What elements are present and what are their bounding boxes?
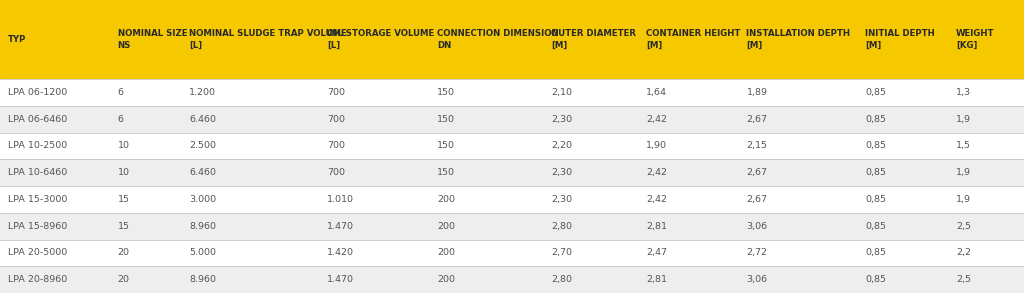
Text: 1.470: 1.470	[328, 222, 354, 231]
Text: CONNECTION DIMENSION
DN: CONNECTION DIMENSION DN	[437, 29, 558, 50]
Bar	[0, 266, 1024, 293]
Bar	[0, 79, 1024, 106]
Text: 0,85: 0,85	[865, 222, 887, 231]
Text: 0,85: 0,85	[865, 168, 887, 177]
Text: 1,9: 1,9	[956, 195, 971, 204]
Text: 700: 700	[328, 168, 345, 177]
Text: 200: 200	[437, 275, 455, 284]
Text: LPA 10-2500: LPA 10-2500	[8, 142, 68, 150]
Bar	[0, 0, 1024, 79]
Text: INSTALLATION DEPTH
[M]: INSTALLATION DEPTH [M]	[746, 29, 850, 50]
Text: 1.420: 1.420	[328, 248, 354, 257]
Text: 2,67: 2,67	[746, 195, 767, 204]
Text: 2,20: 2,20	[551, 142, 572, 150]
Text: 2,30: 2,30	[551, 195, 572, 204]
Text: 6.460: 6.460	[189, 115, 216, 124]
Text: NOMINAL SLUDGE TRAP VOLUME
[L]: NOMINAL SLUDGE TRAP VOLUME [L]	[189, 29, 347, 50]
Text: 3.000: 3.000	[189, 195, 216, 204]
Text: INITIAL DEPTH
[M]: INITIAL DEPTH [M]	[865, 29, 935, 50]
Text: LPA 15-3000: LPA 15-3000	[8, 195, 68, 204]
Text: LPA 20-8960: LPA 20-8960	[8, 275, 68, 284]
Text: 0,85: 0,85	[865, 142, 887, 150]
Text: 700: 700	[328, 88, 345, 97]
Text: 150: 150	[437, 142, 455, 150]
Text: 2,30: 2,30	[551, 168, 572, 177]
Text: 150: 150	[437, 88, 455, 97]
Text: 15: 15	[118, 222, 130, 231]
Bar	[0, 159, 1024, 186]
Text: 0,85: 0,85	[865, 195, 887, 204]
Text: 1,89: 1,89	[746, 88, 767, 97]
Text: 1,5: 1,5	[956, 142, 971, 150]
Text: 20: 20	[118, 275, 130, 284]
Text: 1,3: 1,3	[956, 88, 971, 97]
Text: 0,85: 0,85	[865, 248, 887, 257]
Text: 2,5: 2,5	[956, 222, 971, 231]
Text: 200: 200	[437, 195, 455, 204]
Text: 150: 150	[437, 168, 455, 177]
Text: 2,30: 2,30	[551, 115, 572, 124]
Text: 0,85: 0,85	[865, 88, 887, 97]
Text: 15: 15	[118, 195, 130, 204]
Text: 1,9: 1,9	[956, 115, 971, 124]
Text: 2,67: 2,67	[746, 168, 767, 177]
Bar	[0, 186, 1024, 213]
Text: 2,42: 2,42	[646, 195, 668, 204]
Text: 2,42: 2,42	[646, 115, 668, 124]
Text: LPA 10-6460: LPA 10-6460	[8, 168, 68, 177]
Text: 6: 6	[118, 115, 124, 124]
Text: 0,85: 0,85	[865, 275, 887, 284]
Text: 1,90: 1,90	[646, 142, 668, 150]
Text: 1.200: 1.200	[189, 88, 216, 97]
Text: 2,15: 2,15	[746, 142, 767, 150]
Text: 3,06: 3,06	[746, 275, 768, 284]
Text: WEIGHT
[KG]: WEIGHT [KG]	[956, 29, 994, 50]
Text: 700: 700	[328, 142, 345, 150]
Text: LPA 06-6460: LPA 06-6460	[8, 115, 68, 124]
Text: 200: 200	[437, 222, 455, 231]
Text: 1,9: 1,9	[956, 168, 971, 177]
Text: 20: 20	[118, 248, 130, 257]
Text: 2,42: 2,42	[646, 168, 668, 177]
Bar	[0, 106, 1024, 133]
Text: 2,81: 2,81	[646, 222, 668, 231]
Text: 2,10: 2,10	[551, 88, 572, 97]
Text: OIL STORAGE VOLUME
[L]: OIL STORAGE VOLUME [L]	[328, 29, 434, 50]
Text: 1.010: 1.010	[328, 195, 354, 204]
Bar	[0, 132, 1024, 159]
Text: 10: 10	[118, 168, 130, 177]
Text: LPA 20-5000: LPA 20-5000	[8, 248, 68, 257]
Text: TYP: TYP	[8, 35, 27, 44]
Text: NOMINAL SIZE
NS: NOMINAL SIZE NS	[118, 29, 187, 50]
Text: 2.500: 2.500	[189, 142, 216, 150]
Text: 8.960: 8.960	[189, 222, 216, 231]
Text: 2,70: 2,70	[551, 248, 572, 257]
Text: 2,47: 2,47	[646, 248, 668, 257]
Text: LPA 15-8960: LPA 15-8960	[8, 222, 68, 231]
Text: 2,80: 2,80	[551, 222, 572, 231]
Text: 5.000: 5.000	[189, 248, 216, 257]
Text: 3,06: 3,06	[746, 222, 768, 231]
Text: 6: 6	[118, 88, 124, 97]
Text: 0,85: 0,85	[865, 115, 887, 124]
Text: CONTAINER HEIGHT
[M]: CONTAINER HEIGHT [M]	[646, 29, 740, 50]
Bar	[0, 240, 1024, 266]
Text: 10: 10	[118, 142, 130, 150]
Text: OUTER DIAMETER
[M]: OUTER DIAMETER [M]	[551, 29, 636, 50]
Text: 2,72: 2,72	[746, 248, 767, 257]
Text: 2,2: 2,2	[956, 248, 971, 257]
Text: 2,67: 2,67	[746, 115, 767, 124]
Bar	[0, 213, 1024, 240]
Text: 2,81: 2,81	[646, 275, 668, 284]
Text: 1,64: 1,64	[646, 88, 668, 97]
Text: 6.460: 6.460	[189, 168, 216, 177]
Text: 2,80: 2,80	[551, 275, 572, 284]
Text: 200: 200	[437, 248, 455, 257]
Text: 1.470: 1.470	[328, 275, 354, 284]
Text: LPA 06-1200: LPA 06-1200	[8, 88, 68, 97]
Text: 700: 700	[328, 115, 345, 124]
Text: 150: 150	[437, 115, 455, 124]
Text: 2,5: 2,5	[956, 275, 971, 284]
Text: 8.960: 8.960	[189, 275, 216, 284]
